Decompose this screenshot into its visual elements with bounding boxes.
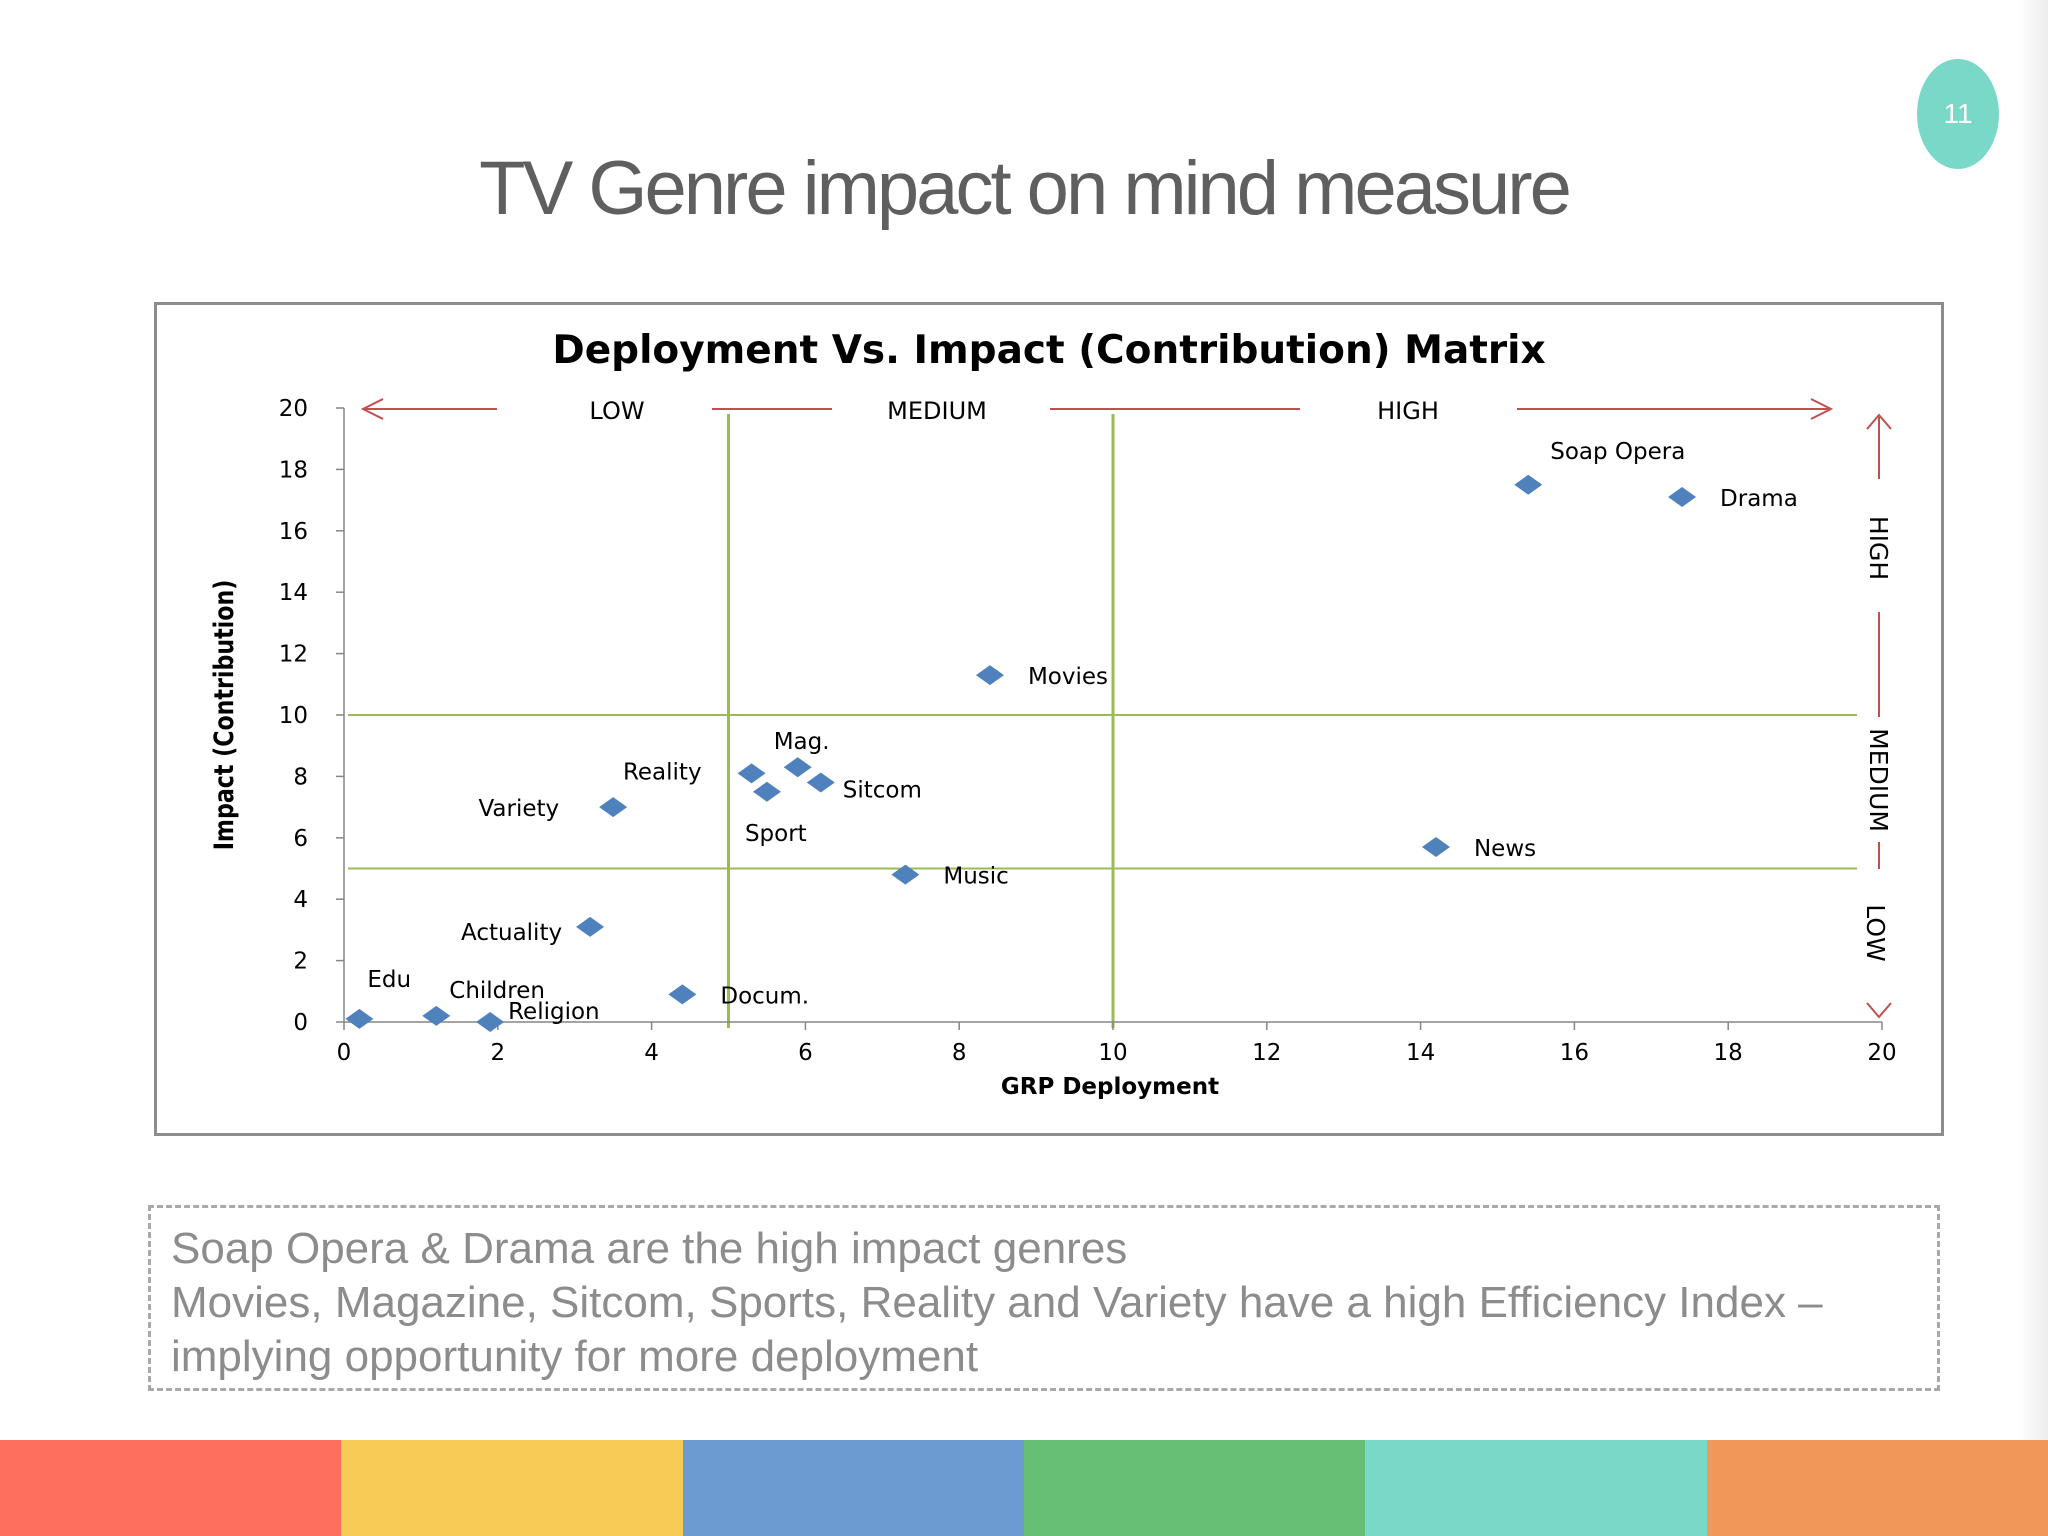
data-point-label: Reality	[623, 759, 702, 785]
page-number-badge: 11	[1917, 59, 1999, 169]
y-tick-label: 8	[293, 764, 308, 790]
y-tick-label: 0	[293, 1010, 308, 1036]
note-line: Soap Opera & Drama are the high impact g…	[171, 1224, 1128, 1273]
scatter-chart: Deployment Vs. Impact (Contribution) Mat…	[208, 328, 1897, 1100]
data-point-label: Children	[449, 978, 545, 1004]
y-tick-label: 20	[279, 396, 308, 422]
data-point-label: Music	[943, 864, 1008, 890]
x-axis-label: GRP Deployment	[1001, 1074, 1219, 1100]
data-point-marker	[783, 757, 812, 778]
data-point-marker	[975, 665, 1004, 686]
y-axis-label: Impact (Contribution)	[208, 580, 240, 851]
arrow-up-head	[1866, 413, 1892, 430]
data-point-label: Movies	[1028, 664, 1108, 690]
x-tick-label: 10	[1098, 1040, 1127, 1066]
x-zone-label: HIGH	[1377, 397, 1439, 425]
arrow-down-head	[1866, 1002, 1892, 1019]
zone-indicators: LOW MEDIUM HIGH HIGH MEDIUM LOW	[360, 397, 1893, 1019]
data-point-marker	[806, 772, 835, 793]
y-tick-label: 14	[279, 580, 308, 606]
y-tick-label: 2	[293, 949, 308, 975]
data-point-label: Mag.	[774, 729, 830, 755]
page-number: 11	[1943, 98, 1973, 129]
x-tick-label: 14	[1406, 1040, 1435, 1066]
data-point-label: Docum.	[720, 983, 809, 1009]
footer-color-bar	[0, 1440, 2048, 1536]
data-point-label: Soap Opera	[1550, 439, 1685, 465]
slide-title: TV Genre impact on mind measure	[479, 146, 1572, 231]
data-point-marker	[576, 916, 605, 937]
x-zone-label: MEDIUM	[887, 397, 987, 425]
data-point-label: News	[1474, 836, 1536, 862]
data-point-marker	[891, 864, 920, 885]
x-tick-label: 16	[1560, 1040, 1589, 1066]
note-line: Movies, Magazine, Sitcom, Sports, Realit…	[171, 1278, 1823, 1327]
chart-title: Deployment Vs. Impact (Contribution) Mat…	[552, 328, 1545, 373]
x-tick-label: 6	[798, 1040, 813, 1066]
data-point-label: Religion	[508, 999, 600, 1025]
arrow-right-head	[1810, 398, 1834, 420]
data-point-label: Sport	[745, 821, 807, 847]
note-line: implying opportunity for more deployment	[171, 1332, 979, 1381]
y-zone-label: HIGH	[1864, 516, 1893, 580]
data-point-marker	[599, 797, 628, 818]
y-tick-label: 4	[293, 887, 308, 913]
data-point-marker	[1668, 487, 1697, 508]
y-tick-label: 6	[293, 826, 308, 852]
arrow-left-head	[360, 398, 384, 420]
y-zone-label: LOW	[1861, 904, 1890, 961]
x-tick-label: 20	[1867, 1040, 1896, 1066]
x-tick-label: 8	[952, 1040, 967, 1066]
axes: 0 2 4 6 8 10 12 14 16 18 20 0 2 4 6 8 10 12 14 16 18 20	[279, 396, 1897, 1066]
x-tick-label: 2	[490, 1040, 505, 1066]
data-point-label: Variety	[478, 796, 559, 822]
footer-color-segment	[682, 1440, 1024, 1536]
x-tick-label: 18	[1714, 1040, 1743, 1066]
footer-color-segment	[341, 1440, 683, 1536]
data-point-label: Sitcom	[843, 778, 922, 804]
footer-color-segment	[1706, 1440, 2048, 1536]
data-point-label: Edu	[367, 967, 411, 993]
x-tick-label: 12	[1252, 1040, 1281, 1066]
y-tick-label: 12	[279, 642, 308, 668]
data-point-marker	[737, 763, 766, 784]
y-zone-label: MEDIUM	[1864, 728, 1893, 832]
footer-color-segment	[1023, 1440, 1366, 1536]
slide-edge-shadow	[2018, 0, 2048, 1440]
data-points: Soap Opera Drama Movies Mag. Reality Sitcom Sp…	[345, 439, 1798, 1032]
data-point-label: Drama	[1720, 486, 1798, 512]
y-tick-label: 16	[279, 519, 308, 545]
y-tick-label: 10	[279, 703, 308, 729]
zone-divider-lines	[348, 414, 1857, 1028]
data-point-marker	[668, 984, 697, 1005]
x-tick-label: 4	[644, 1040, 659, 1066]
x-tick-label: 0	[337, 1040, 352, 1066]
data-point-marker	[1421, 837, 1450, 858]
chart-frame: Deployment Vs. Impact (Contribution) Mat…	[154, 302, 1944, 1136]
footer-color-segment	[0, 1440, 342, 1536]
data-point-marker	[752, 781, 781, 802]
data-point-marker	[422, 1005, 451, 1026]
footer-color-segment	[1365, 1440, 1707, 1536]
y-tick-label: 18	[279, 457, 308, 483]
x-zone-label: LOW	[589, 397, 644, 425]
data-point-marker	[345, 1008, 374, 1029]
data-point-marker	[476, 1012, 505, 1032]
data-point-marker	[1514, 474, 1543, 495]
data-point-label: Actuality	[461, 920, 562, 946]
summary-note-box: Soap Opera & Drama are the high impact g…	[148, 1205, 1940, 1391]
